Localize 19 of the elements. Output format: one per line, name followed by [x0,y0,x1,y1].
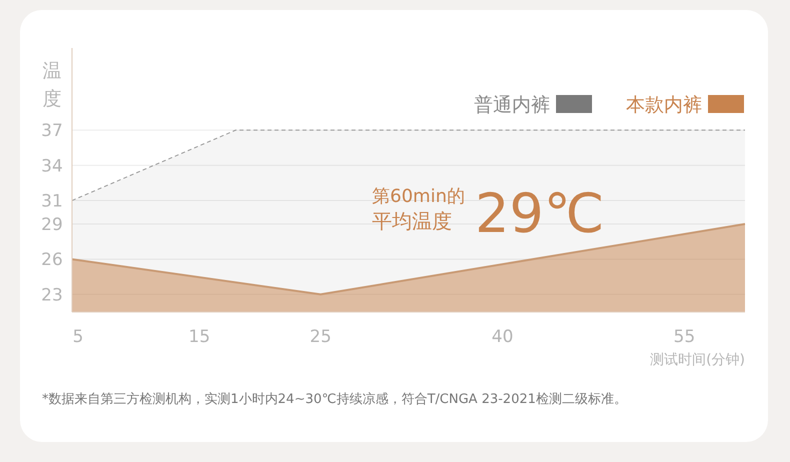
annotation: 平均温度 [372,209,452,233]
annotation: 29℃ [475,182,604,245]
x-tick-label: 40 [492,327,514,347]
y-tick-label: 23 [41,285,63,306]
annotation: 第60min的 [372,186,465,207]
legend-label: 本款内裤 [626,94,702,116]
y-tick-label: 29 [41,214,63,235]
text: *数据来自第三方检测机构，实测1小时内24~30℃持续凉感，符合T/CNGA 23-2021检测二级标准。 [42,391,627,407]
x-tick-label: 5 [72,327,84,347]
x-tick-label: 55 [674,327,696,347]
x-tick-label: 15 [188,327,210,347]
y-tick-label: 26 [41,250,63,270]
y-axis-title: 温度 [42,60,62,110]
y-tick-label: 31 [41,191,63,212]
y-tick-label: 34 [41,156,63,176]
x-tick-label: 25 [310,327,332,347]
x-axis-title: 测试时间(分钟) [650,352,745,368]
legend-label: 普通内裤 [474,94,550,116]
y-tick-label: 37 [41,121,63,142]
